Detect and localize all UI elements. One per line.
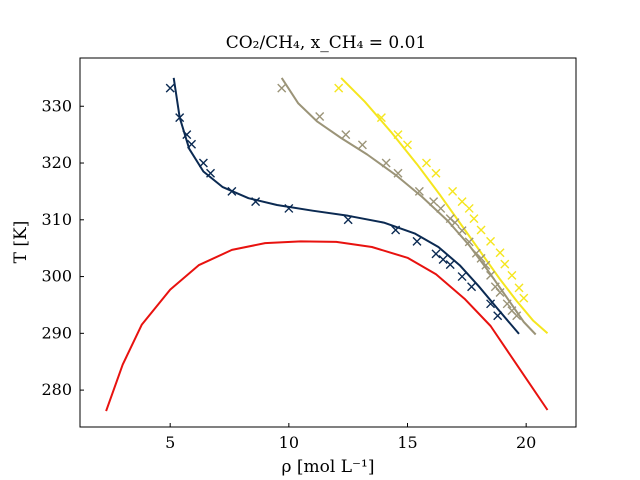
data-point-marker (495, 287, 505, 297)
data-point-marker (445, 260, 455, 270)
data-point-marker (165, 83, 175, 93)
data-point-marker (457, 272, 467, 282)
data-point-marker (514, 283, 524, 293)
data-point-marker (341, 130, 351, 140)
data-point-marker (277, 83, 287, 93)
data-point-marker (357, 140, 367, 150)
y-tick-label: 330 (41, 96, 72, 115)
x-tick-label: 10 (279, 433, 299, 452)
data-point-marker (507, 270, 517, 280)
series-line-1 (172, 77, 520, 335)
data-point-marker (519, 293, 529, 303)
data-point-marker (469, 214, 479, 224)
data-point-marker (414, 186, 424, 196)
axis-ticks: 5 10 15 20 280 290 300 310 320 330 (41, 96, 536, 452)
y-axis-label: T [K] (11, 221, 31, 264)
data-point-marker (393, 130, 403, 140)
data-point-marker (198, 158, 208, 168)
data-point-marker (431, 249, 441, 259)
data-point-marker (481, 260, 491, 270)
data-point-marker (438, 255, 448, 265)
data-point-marker (227, 186, 237, 196)
series-line-3 (340, 77, 549, 335)
series-line-0 (105, 240, 549, 412)
data-point-marker (182, 130, 192, 140)
chart-title: CO₂/CH₄, x_CH₄ = 0.01 (226, 33, 427, 53)
data-point-marker (464, 237, 474, 247)
y-tick-label: 320 (41, 153, 72, 172)
data-point-marker (486, 236, 496, 246)
data-point-marker (315, 111, 325, 121)
data-point-marker (448, 186, 458, 196)
y-tick-label: 290 (41, 323, 72, 342)
series-line-2 (280, 77, 537, 336)
data-point-marker (457, 197, 467, 207)
data-point-marker (464, 203, 474, 213)
y-tick-label: 280 (41, 380, 72, 399)
data-point-marker (512, 311, 522, 321)
data-point-marker (429, 197, 439, 207)
data-point-marker (457, 226, 467, 236)
y-tick-label: 300 (41, 267, 72, 286)
data-point-marker (175, 113, 185, 123)
data-point-marker (421, 158, 431, 168)
plot-area (105, 77, 549, 412)
data-point-marker (493, 311, 503, 321)
x-tick-label: 5 (165, 433, 175, 452)
plot-frame (79, 57, 577, 428)
data-point-marker (393, 168, 403, 178)
data-point-marker (251, 197, 261, 207)
data-point-marker (495, 248, 505, 258)
data-point-marker (412, 236, 422, 246)
data-point-marker (450, 218, 460, 228)
data-point-marker (500, 259, 510, 269)
data-point-marker (206, 168, 216, 178)
data-point-marker (391, 225, 401, 235)
y-tick-label: 310 (41, 210, 72, 229)
data-point-marker (486, 270, 496, 280)
data-point-marker (381, 158, 391, 168)
data-point-marker (334, 83, 344, 93)
data-point-marker (502, 299, 512, 309)
data-point-marker (467, 282, 477, 292)
data-point-marker (376, 113, 386, 123)
data-point-marker (403, 140, 412, 150)
data-point-marker (187, 139, 197, 149)
data-point-marker (431, 168, 441, 178)
data-point-marker (486, 299, 496, 309)
data-point-marker (476, 253, 486, 263)
x-tick-label: 20 (516, 433, 536, 452)
data-point-marker (343, 215, 353, 225)
data-point-marker (476, 225, 486, 235)
x-axis-label: ρ [mol L⁻¹] (282, 457, 375, 477)
data-point-marker (284, 203, 294, 213)
data-point-marker (436, 203, 446, 213)
x-tick-label: 15 (397, 433, 417, 452)
